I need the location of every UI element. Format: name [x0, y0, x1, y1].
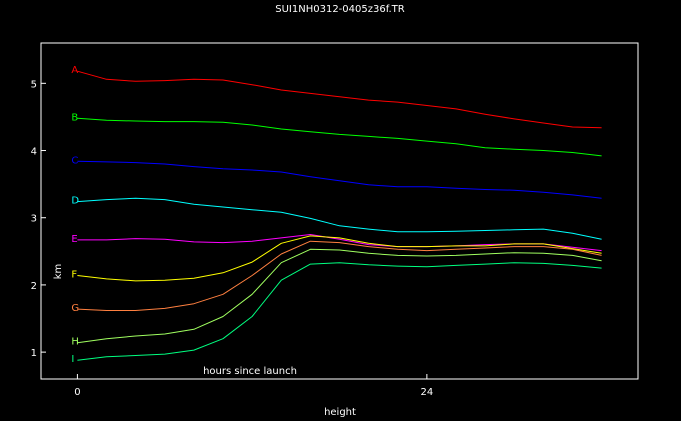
x-axis: 0 24 [74, 374, 433, 398]
series-line-h [77, 248, 602, 344]
series-label-d: D [71, 196, 79, 207]
chart-title: SUI1NH0312-0405z36f.TR [275, 4, 405, 15]
series-label-b: B [71, 112, 78, 123]
y-tick-label: 4 [31, 147, 37, 158]
series-label-h: H [71, 337, 79, 348]
x-annotation: hours since launch [203, 366, 297, 377]
y-tick-label: 2 [31, 281, 37, 292]
y-axis: 1 2 3 4 5 [31, 79, 46, 359]
series-label-a: A [71, 65, 78, 76]
x-tick-label: 0 [74, 387, 80, 398]
series-line-c [77, 160, 602, 199]
x-tick-label: 24 [420, 387, 433, 398]
series-label-i: I [71, 354, 74, 365]
series-line-i [77, 262, 602, 361]
series-line-b [77, 117, 602, 157]
series-line-d [77, 197, 602, 240]
series-lines [77, 70, 602, 361]
series-line-a [77, 70, 602, 129]
y-tick-label: 5 [31, 79, 37, 90]
x-axis-label: height [324, 407, 356, 418]
series-label-f: F [71, 270, 77, 281]
series-label-c: C [71, 155, 78, 166]
y-tick-label: 3 [31, 214, 37, 225]
plot-frame [40, 42, 639, 380]
series-label-g: G [71, 303, 79, 314]
series-label-e: E [71, 234, 77, 245]
y-axis-label: km [53, 264, 64, 280]
y-tick-label: 1 [31, 348, 37, 359]
series-line-g [77, 240, 602, 311]
series-line-f [77, 235, 602, 282]
series-labels: A B C D E F G HI [71, 65, 79, 365]
